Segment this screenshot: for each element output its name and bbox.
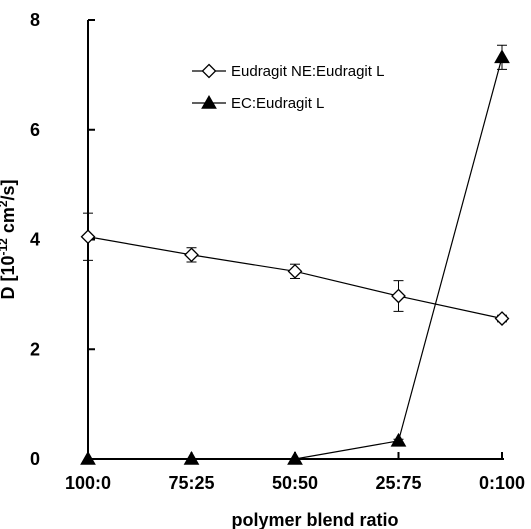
series-0-point-2: [287, 263, 303, 279]
legend: Eudragit NE:Eudragit L EC:Eudragit L: [192, 63, 384, 112]
y-tick-label-0: 0: [30, 449, 40, 469]
series-0-point-1: [184, 247, 199, 263]
y-axis-title: D [10-12 cm2/s]: [0, 179, 18, 299]
series-1-point-1: [183, 450, 200, 465]
x-tick-label-0-100: 0:100: [479, 473, 525, 493]
x-tick-label-50-50: 50:50: [272, 473, 318, 493]
y-axis-title-exp2: 2: [0, 200, 10, 207]
y-tick-label-6: 6: [30, 120, 40, 140]
series-0-point-0: [80, 229, 96, 245]
x-tick-label-25-75: 25:75: [375, 473, 421, 493]
series-0-point-3: [391, 288, 406, 304]
series-0: [80, 212, 510, 326]
y-axis-title-exp1: -12: [0, 238, 10, 256]
y-tick-label-2: 2: [30, 339, 40, 359]
axes: 0 2 4 6 8 100:0 75:25 50:50 25:75 0:100: [30, 10, 525, 493]
y-axis-title-mid: cm: [0, 207, 18, 238]
series-1-point-3: [390, 432, 407, 447]
x-axis-title: polymer blend ratio: [231, 510, 398, 529]
legend-marker-1: [201, 94, 217, 109]
series-1: [80, 44, 510, 465]
legend-label-0: Eudragit NE:Eudragit L: [231, 63, 384, 80]
series-1-point-4: [494, 49, 510, 64]
series-layer: [80, 44, 510, 465]
legend-marker-0: [201, 63, 217, 79]
series-1-line: [88, 57, 503, 460]
x-tick-label-75-25: 75:25: [168, 473, 214, 493]
y-tick-label-8: 8: [30, 10, 40, 30]
series-0-point-4: [494, 311, 510, 326]
y-axis-title-base: D [10: [0, 256, 18, 300]
series-1-point-0: [80, 450, 96, 465]
y-tick-label-4: 4: [30, 230, 40, 250]
series-1-point-2: [287, 450, 303, 465]
y-axis-title-end: /s]: [0, 179, 18, 200]
x-tick-label-100-0: 100:0: [65, 473, 111, 493]
legend-label-1: EC:Eudragit L: [231, 95, 324, 112]
